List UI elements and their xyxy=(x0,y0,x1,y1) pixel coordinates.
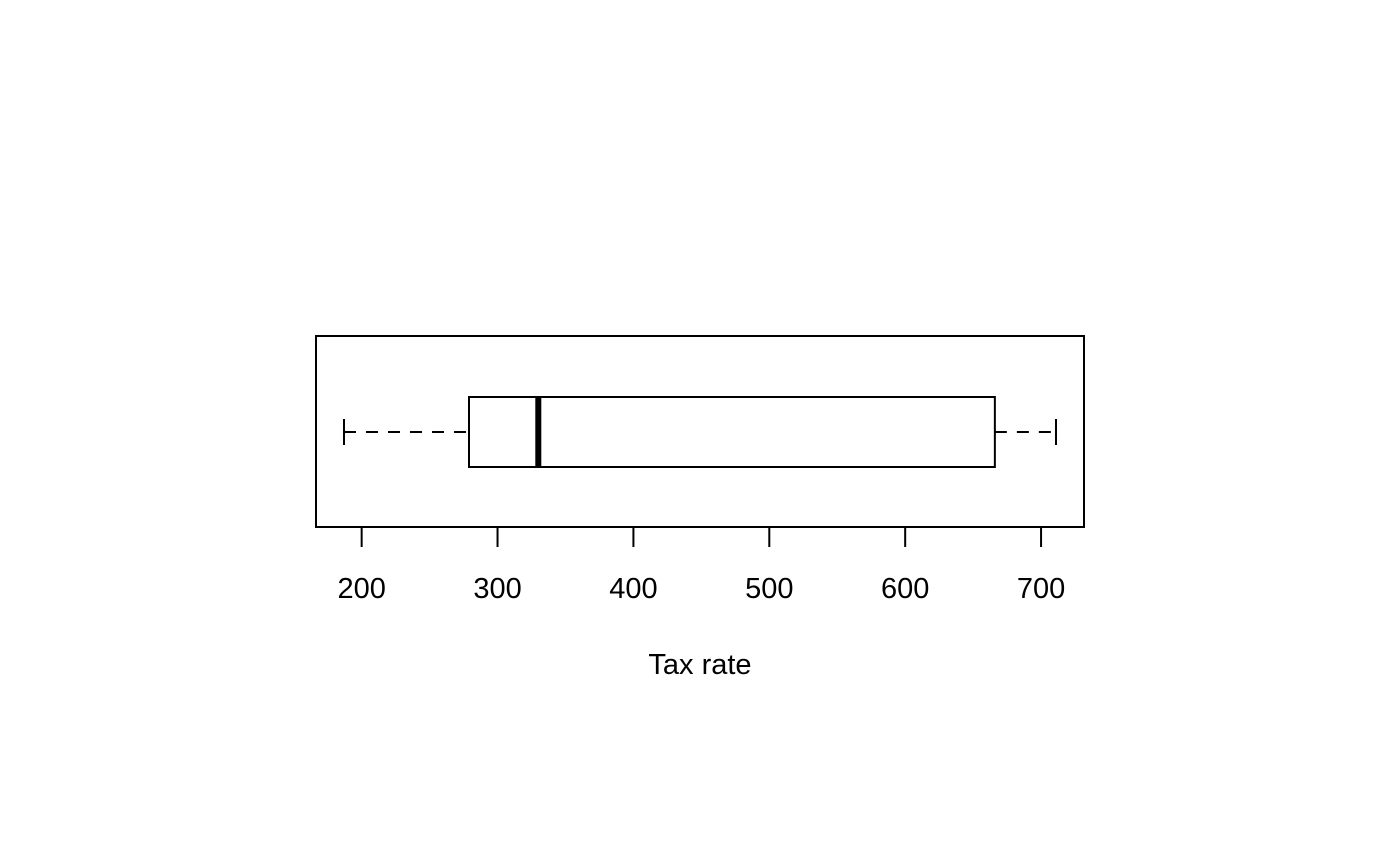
x-axis-title: Tax rate xyxy=(648,649,751,681)
x-tick-label: 600 xyxy=(881,573,929,605)
boxplot xyxy=(342,396,1058,468)
x-tick-label: 500 xyxy=(745,573,793,605)
x-tick-label: 300 xyxy=(473,573,521,605)
x-tick-label: 400 xyxy=(609,573,657,605)
x-tick-label: 200 xyxy=(337,573,385,605)
x-tick-label: 700 xyxy=(1017,573,1065,605)
interquartile-box xyxy=(468,396,996,468)
x-axis: 200 300 400 500 600 700 xyxy=(337,526,1065,605)
